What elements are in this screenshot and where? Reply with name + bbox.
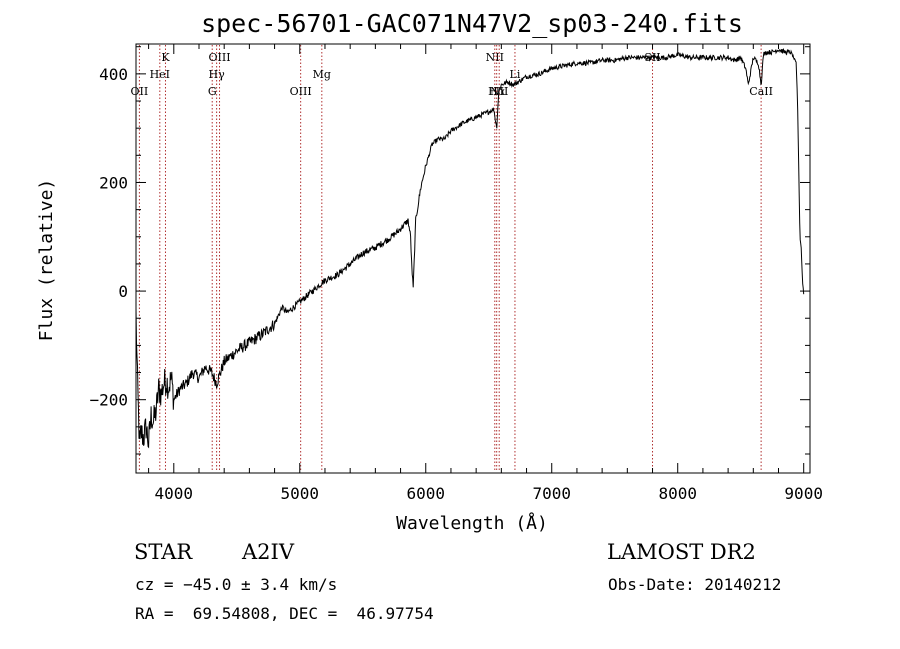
reference-line-label: SII bbox=[644, 51, 660, 64]
axes: 4000 5000 6000 7000 8000 9000 −200 0 200 400 bbox=[89, 44, 823, 503]
reference-line-label: OIII bbox=[290, 85, 312, 98]
redshift-cz: cz = −45.0 ± 3.4 km/s bbox=[135, 575, 338, 594]
reference-line-label: CaII bbox=[749, 85, 773, 98]
reference-line-label: HeI bbox=[150, 68, 170, 81]
spectrum-line bbox=[135, 48, 805, 449]
x-tick-label: 8000 bbox=[658, 484, 697, 503]
reference-line-label: OIII bbox=[208, 51, 230, 64]
object-class: STAR bbox=[134, 540, 193, 564]
reference-line-label: Hγ bbox=[209, 68, 226, 81]
reference-line-label: Hα bbox=[488, 85, 506, 98]
observation-date: Obs-Date: 20140212 bbox=[608, 575, 782, 594]
reference-line-label: G bbox=[208, 85, 217, 98]
y-tick-label: 0 bbox=[118, 282, 128, 301]
survey-name: LAMOST DR2 bbox=[607, 540, 756, 564]
x-tick-label: 4000 bbox=[155, 484, 194, 503]
x-axis-label: Wavelength (Å) bbox=[396, 512, 548, 534]
reference-line-label: K bbox=[161, 51, 170, 64]
y-axis-label: Flux (relative) bbox=[36, 179, 57, 342]
x-tick-label: 6000 bbox=[406, 484, 445, 503]
ra-dec: RA = 69.54808, DEC = 46.97754 bbox=[135, 604, 434, 623]
y-tick-label: 400 bbox=[99, 65, 128, 84]
reference-line-label: Li bbox=[510, 68, 521, 81]
plot-frame bbox=[135, 43, 811, 474]
reference-line-label: NII bbox=[486, 51, 504, 64]
x-tick-label: 7000 bbox=[532, 484, 571, 503]
reference-line-label: Mg bbox=[313, 68, 331, 81]
y-tick-label: −200 bbox=[89, 391, 128, 410]
chart-title: spec-56701-GAC071N47V2_sp03-240.fits bbox=[201, 9, 743, 38]
spectral-subclass: A2IV bbox=[242, 540, 294, 564]
reference-line-label: OII bbox=[131, 85, 149, 98]
x-tick-label: 5000 bbox=[281, 484, 320, 503]
x-tick-label: 9000 bbox=[784, 484, 823, 503]
y-tick-label: 200 bbox=[99, 173, 128, 192]
